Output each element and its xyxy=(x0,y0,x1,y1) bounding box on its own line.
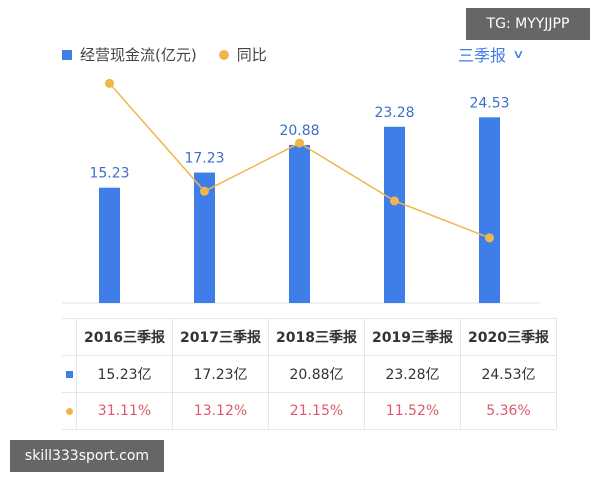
table-values-row: 15.23亿 17.23亿 20.88亿 23.28亿 24.53亿 xyxy=(62,355,557,393)
table-header-cell: 2019三季报 xyxy=(364,318,461,356)
yoy-point xyxy=(105,78,114,88)
bar xyxy=(384,126,405,303)
watermark-tg: TG: MYYJJPP xyxy=(466,8,590,40)
table-header-cell: 2017三季报 xyxy=(172,318,269,356)
period-selector-label: 三季报 xyxy=(458,46,507,65)
table-header-row: 2016三季报 2017三季报 2018三季报 2019三季报 2020三季报 xyxy=(62,318,557,356)
table-header-cell: 2018三季报 xyxy=(268,318,365,356)
period-selector[interactable]: 三季报 ∨ xyxy=(458,42,525,66)
bar-value-label: 23.28 xyxy=(374,105,414,121)
bar xyxy=(289,144,310,303)
yoy-point xyxy=(485,233,494,243)
table-pct-cell: 31.11% xyxy=(76,392,173,430)
line-legend-label: 同比 xyxy=(236,46,267,64)
bar-legend-marker xyxy=(62,49,72,60)
line-legend-marker xyxy=(218,49,229,60)
table-value-cell: 20.88亿 xyxy=(268,355,365,393)
table-pct-cell: 13.12% xyxy=(172,392,269,430)
bar-legend-label: 经营现金流(亿元) xyxy=(80,46,197,64)
chart-legend: 经营现金流(亿元) 同比 xyxy=(62,44,267,65)
table-value-cell: 15.23亿 xyxy=(76,355,173,393)
bar-value-label: 17.23 xyxy=(184,151,224,167)
bar-value-label: 15.23 xyxy=(89,166,129,182)
bar xyxy=(479,117,500,304)
bar-value-label: 20.88 xyxy=(279,123,319,139)
table-value-cell: 24.53亿 xyxy=(460,355,557,393)
yoy-point xyxy=(390,196,399,206)
line-row-marker xyxy=(65,408,73,415)
yoy-point xyxy=(200,186,209,196)
data-table: 2016三季报 2017三季报 2018三季报 2019三季报 2020三季报 … xyxy=(62,318,557,430)
chevron-down-icon: ∨ xyxy=(512,47,525,61)
table-value-cell: 23.28亿 xyxy=(364,355,461,393)
bar-row-marker xyxy=(65,371,73,378)
table-value-cell: 17.23亿 xyxy=(172,355,269,393)
cashflow-chart: 15.23 17.23 20.88 23.28 24.53 xyxy=(62,78,540,304)
bar-value-label: 24.53 xyxy=(469,95,509,111)
table-pct-cell: 21.15% xyxy=(268,392,365,430)
table-pct-row: 31.11% 13.12% 21.15% 11.52% 5.36% xyxy=(62,392,557,430)
table-pct-cell: 5.36% xyxy=(460,392,557,430)
table-pct-cell: 11.52% xyxy=(364,392,461,430)
bar xyxy=(194,172,215,303)
watermark-site: skill333sport.com xyxy=(10,440,164,472)
table-header-cell: 2016三季报 xyxy=(76,318,173,356)
bar xyxy=(99,187,120,303)
yoy-point xyxy=(295,138,304,148)
table-header-cell: 2020三季报 xyxy=(460,318,557,356)
